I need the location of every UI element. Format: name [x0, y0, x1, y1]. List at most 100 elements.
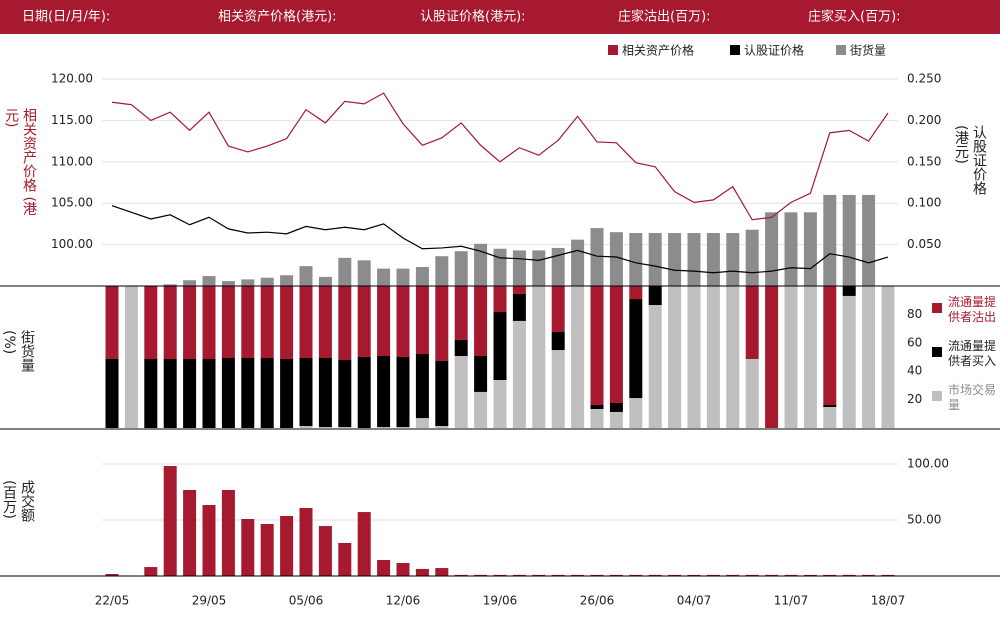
bar-segment — [532, 286, 546, 428]
bar — [629, 574, 643, 576]
bar-segment — [648, 305, 662, 428]
legend-swatch — [932, 347, 942, 357]
bar — [357, 260, 371, 286]
bar — [493, 574, 507, 576]
bar-segment — [377, 286, 391, 357]
bar — [241, 279, 255, 286]
bar-segment — [803, 286, 817, 428]
bar — [648, 574, 662, 576]
bar — [765, 574, 779, 576]
bar-segment — [551, 286, 565, 333]
legend-label: 市场交易量 — [948, 383, 997, 412]
bar-segment — [183, 286, 197, 359]
bar-segment — [842, 286, 856, 296]
bar — [183, 280, 197, 286]
bar — [532, 574, 546, 576]
bar — [551, 574, 565, 576]
bar — [551, 247, 565, 286]
y-tick-label: 100.00 — [51, 237, 93, 251]
bar — [241, 518, 255, 576]
bar-segment — [629, 398, 643, 428]
y-tick-label: 105.00 — [51, 196, 93, 210]
bar-segment — [357, 357, 371, 428]
bar — [260, 277, 274, 286]
bar — [415, 266, 429, 286]
bar-segment — [318, 427, 332, 428]
bar — [784, 212, 798, 286]
y2-tick-label: 50.00 — [907, 513, 941, 527]
bar-segment — [338, 359, 352, 428]
bar-segment — [377, 356, 391, 428]
bar-segment — [280, 286, 294, 359]
bar — [299, 266, 313, 286]
bar-segment — [260, 286, 274, 358]
legend-label: 相关资产价格 — [622, 43, 694, 58]
header-label: 庄家沽出(百万): — [618, 9, 711, 25]
bar — [318, 526, 332, 576]
y-axis-title: 街货量 (%) — [1, 330, 35, 372]
bar — [163, 284, 177, 286]
x-tick-label: 11/07 — [774, 594, 809, 608]
bar-segment — [357, 286, 371, 357]
bar — [493, 248, 507, 286]
bar-segment — [105, 286, 119, 359]
bar — [415, 568, 429, 576]
bar — [260, 524, 274, 576]
bar — [202, 276, 216, 286]
bar-segment — [784, 286, 798, 428]
bar-segment — [163, 286, 177, 359]
bar — [512, 574, 526, 576]
bar-segment — [144, 358, 158, 428]
bar — [745, 574, 759, 576]
y2-tick-label: 60 — [907, 335, 922, 349]
bar — [571, 574, 585, 576]
bar-segment — [590, 408, 604, 428]
bar-segment — [609, 411, 623, 428]
bar — [706, 233, 720, 286]
bar — [862, 574, 876, 576]
bar-segment — [454, 339, 468, 357]
bar — [454, 574, 468, 576]
bar-segment — [745, 358, 759, 428]
bar — [590, 228, 604, 286]
bar-segment — [881, 286, 895, 428]
bar-segment — [377, 427, 391, 428]
bar-segment — [299, 357, 313, 427]
x-tick-label: 26/06 — [580, 594, 615, 608]
header-label: 日期(日/月/年): — [22, 10, 110, 25]
bar-segment — [668, 286, 682, 428]
bar — [571, 239, 585, 286]
bar-segment — [551, 332, 565, 351]
bar-segment — [842, 295, 856, 428]
bar-segment — [183, 358, 197, 428]
bar-segment — [435, 286, 449, 361]
y2-tick-label: 40 — [907, 364, 922, 378]
bar-segment — [493, 380, 507, 428]
bar-segment — [493, 286, 507, 312]
bar-segment — [221, 357, 235, 428]
bar-segment — [202, 358, 216, 428]
bar-segment — [396, 427, 410, 428]
bar — [726, 233, 740, 286]
bar-segment — [551, 350, 565, 428]
bar-segment — [435, 426, 449, 428]
bar-segment — [415, 286, 429, 355]
bar — [842, 194, 856, 286]
bar — [396, 268, 410, 286]
bar-segment — [318, 357, 332, 428]
bar — [726, 574, 740, 576]
bar-segment — [823, 406, 837, 428]
bar-segment — [202, 286, 216, 359]
bar-segment — [512, 320, 526, 428]
line — [111, 92, 889, 221]
bar-segment — [415, 418, 429, 428]
bar — [474, 243, 488, 286]
bar-segment — [706, 286, 720, 428]
bar — [512, 250, 526, 286]
y2-tick-label: 0.200 — [907, 113, 941, 127]
bar — [687, 233, 701, 286]
bar — [474, 574, 488, 576]
y-axis-title: 成交额 (百万) — [1, 480, 35, 522]
legend-swatch — [608, 45, 618, 55]
